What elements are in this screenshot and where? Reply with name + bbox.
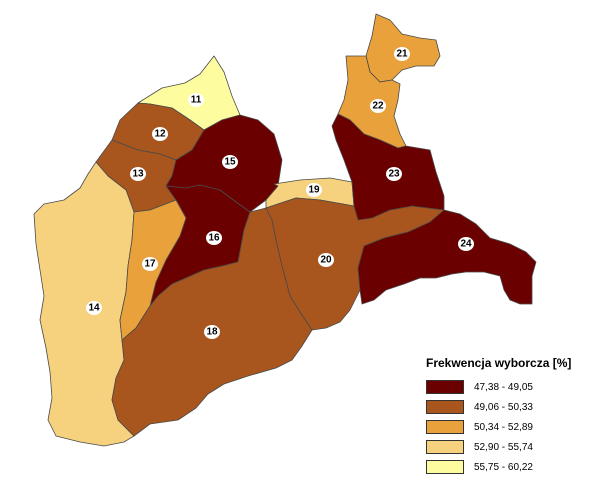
district-label-text: 17: [144, 259, 156, 270]
legend-label: 55,75 - 60,22: [474, 461, 533, 473]
district-label-text: 23: [388, 169, 400, 180]
district-label-bg: [394, 47, 410, 61]
district-label-text: 20: [320, 255, 332, 266]
legend-row: 47,38 - 49,05: [426, 378, 606, 396]
district-label-text: 22: [372, 101, 384, 112]
legend-row: 49,06 - 50,33: [426, 398, 606, 416]
district-label-text: 14: [88, 303, 100, 314]
district-label-16: 16: [206, 231, 222, 245]
legend-swatch: [426, 460, 464, 474]
district-label-20: 20: [318, 253, 334, 267]
district-label-bg: [306, 183, 322, 197]
district-label-bg: [188, 93, 204, 107]
district-label-bg: [458, 237, 474, 251]
legend-swatch: [426, 440, 464, 454]
district-label-text: 24: [460, 239, 472, 250]
legend-label: 52,90 - 55,74: [474, 441, 533, 453]
district-label-bg: [386, 167, 402, 181]
legend-title: Frekwencja wyborcza [%]: [426, 356, 572, 370]
district-label-14: 14: [86, 301, 102, 315]
district-label-bg: [370, 99, 386, 113]
legend-label: 49,06 - 50,33: [474, 401, 533, 413]
district-label-text: 15: [224, 157, 236, 168]
district-18: [111, 207, 313, 437]
district-label-19: 19: [306, 183, 322, 197]
district-label-11: 11: [188, 93, 204, 107]
district-label-text: 11: [191, 95, 202, 106]
legend-label: 50,34 - 52,89: [474, 421, 533, 433]
district-24: [357, 209, 537, 305]
district-label-text: 13: [132, 169, 144, 180]
district-label-bg: [204, 325, 220, 339]
legend-swatch: [426, 420, 464, 434]
legend-label: 47,38 - 49,05: [474, 381, 533, 393]
district-label-13: 13: [130, 167, 146, 181]
district-label-text: 12: [154, 129, 166, 140]
district-label-23: 23: [386, 167, 402, 181]
district-label-bg: [152, 127, 168, 141]
district-label-text: 16: [208, 233, 220, 244]
district-label-text: 18: [206, 327, 218, 338]
district-label-text: 21: [396, 49, 408, 60]
district-label-bg: [222, 155, 238, 169]
district-label-12: 12: [152, 127, 168, 141]
district-23: [331, 113, 445, 221]
district-label-15: 15: [222, 155, 238, 169]
district-label-bg: [142, 257, 158, 271]
legend-swatch: [426, 400, 464, 414]
district-label-bg: [206, 231, 222, 245]
district-label-text: 19: [308, 185, 320, 196]
legend-rows: 47,38 - 49,05 49,06 - 50,33 50,34 - 52,8…: [426, 378, 606, 476]
district-label-bg: [86, 301, 102, 315]
district-label-21: 21: [394, 47, 410, 61]
district-label-24: 24: [458, 237, 474, 251]
district-label-18: 18: [204, 325, 220, 339]
legend-row: 50,34 - 52,89: [426, 418, 606, 436]
legend-row: 52,90 - 55,74: [426, 438, 606, 456]
district-labels-layer: 11 12 13 14 15 16 17 18 19 20 21 22 23 24: [86, 47, 474, 339]
district-label-22: 22: [370, 99, 386, 113]
district-label-bg: [130, 167, 146, 181]
legend-row: 55,75 - 60,22: [426, 458, 606, 476]
district-label-17: 17: [142, 257, 158, 271]
district-label-bg: [318, 253, 334, 267]
legend-swatch: [426, 380, 464, 394]
legend: Frekwencja wyborcza [%] 47,38 - 49,05 49…: [426, 356, 606, 478]
